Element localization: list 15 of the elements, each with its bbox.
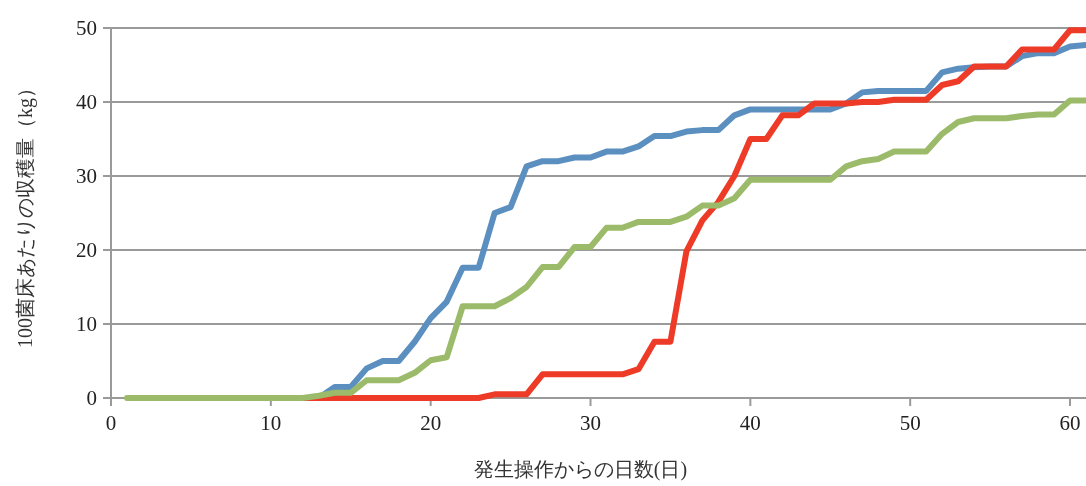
x-tick-label: 10 (260, 411, 282, 435)
y-tick-label: 0 (86, 386, 97, 411)
x-tick-label: 0 (105, 411, 117, 435)
x-tick-label: 20 (420, 411, 442, 435)
y-axis-title: 100菌床あたりの収穫量（kg） (14, 78, 37, 348)
y-tick-label: 30 (76, 164, 97, 189)
x-tick-label: 60 (1059, 411, 1081, 435)
y-tick-label: 20 (76, 238, 97, 263)
x-axis-title: 発生操作からの日数(日) (473, 458, 688, 481)
x-tick-label: 40 (739, 411, 761, 435)
y-tick-label: 10 (76, 312, 97, 337)
x-tick-label: 50 (899, 411, 921, 435)
y-tick-label: 50 (76, 16, 97, 41)
x-tick-label: 30 (580, 411, 602, 435)
y-tick-label: 40 (76, 90, 97, 115)
